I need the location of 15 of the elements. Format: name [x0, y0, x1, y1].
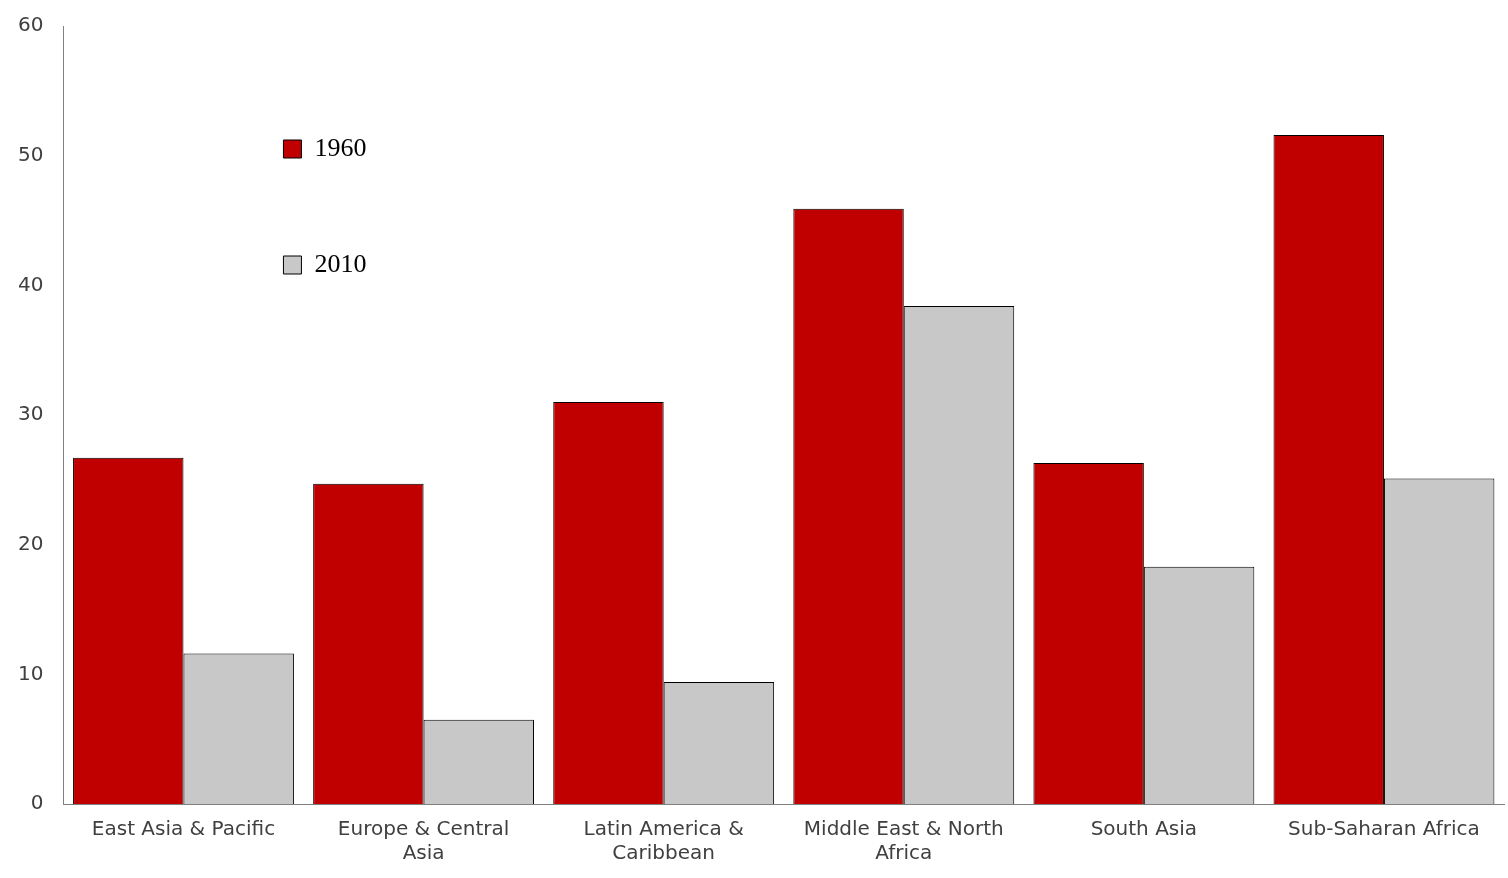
legend-label: 2010	[314, 248, 367, 278]
y-tick-label: 0	[30, 790, 44, 815]
y-tick-label: 10	[18, 660, 44, 685]
x-tick-label: Middle East & North Africa	[803, 816, 1004, 865]
x-tick-label: Europe & Central Asia	[337, 816, 510, 865]
legend-label: 1960	[314, 132, 367, 162]
y-tick-label: 60	[18, 12, 44, 37]
y-tick-label: 20	[18, 530, 44, 555]
x-tick-label: South Asia	[1090, 816, 1198, 841]
x-tick-label: Latin America & Caribbean	[583, 816, 744, 865]
x-tick-label: Sub-Saharan Africa	[1288, 816, 1480, 841]
y-tick-label: 30	[18, 401, 44, 426]
y-tick-label: 50	[18, 141, 44, 166]
x-tick-label: East Asia & Pacific	[91, 816, 276, 841]
y-tick-label: 40	[18, 271, 44, 296]
